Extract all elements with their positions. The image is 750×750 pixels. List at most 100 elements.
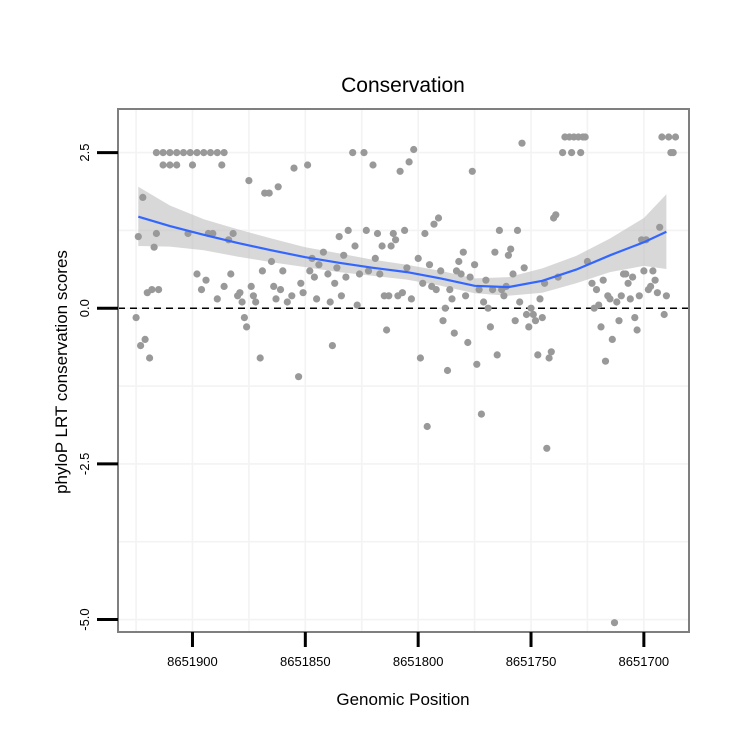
data-point (419, 279, 427, 287)
data-point (662, 292, 671, 300)
data-point (141, 335, 149, 343)
data-point (430, 220, 438, 228)
data-point (457, 270, 465, 278)
data-point (484, 304, 492, 312)
data-point (443, 366, 452, 375)
data-point (245, 177, 253, 185)
data-point (220, 282, 228, 290)
data-point (606, 295, 614, 303)
data-point (295, 373, 303, 381)
data-point (383, 326, 391, 334)
data-point (137, 342, 145, 350)
data-point (313, 295, 321, 303)
data-point (615, 317, 623, 325)
data-point (355, 270, 364, 278)
data-point (238, 298, 246, 306)
data-point (270, 282, 278, 290)
data-point (455, 257, 463, 266)
data-point (340, 251, 348, 259)
smooth-line (137, 215, 667, 289)
data-point (166, 161, 174, 169)
data-point (459, 248, 467, 256)
data-point (252, 298, 260, 306)
data-point (344, 226, 352, 234)
data-point (342, 273, 350, 281)
data-point (547, 348, 555, 356)
data-point (362, 226, 370, 234)
data-point (218, 161, 226, 169)
data-point (543, 444, 551, 452)
data-point (159, 149, 167, 157)
data-point (624, 279, 632, 287)
data-point (146, 354, 154, 362)
y-tick-label: 2.5 (77, 144, 92, 162)
data-point (665, 133, 673, 141)
data-point (658, 133, 666, 141)
data-point (385, 292, 393, 300)
data-point (529, 310, 537, 319)
data-point (617, 292, 625, 300)
data-point (247, 282, 255, 290)
data-point (243, 323, 251, 331)
data-point (276, 286, 285, 294)
data-point (304, 161, 312, 169)
data-point (495, 226, 503, 234)
data-point (152, 229, 160, 238)
x-tick-label: 8651700 (619, 654, 670, 669)
data-point (398, 289, 406, 297)
data-point (152, 149, 160, 157)
data-point (486, 323, 494, 331)
data-point (373, 229, 382, 238)
data-point (653, 289, 662, 297)
data-point (613, 298, 621, 306)
data-point (482, 276, 490, 284)
data-point (392, 236, 400, 244)
data-point (378, 242, 386, 250)
data-point (466, 273, 474, 281)
y-tick-label: -5.0 (77, 608, 92, 630)
data-point (491, 248, 499, 256)
data-point (489, 286, 497, 294)
data-point (310, 273, 318, 281)
data-point (647, 282, 655, 290)
data-point (369, 161, 377, 169)
data-point (279, 267, 287, 275)
data-point (477, 410, 485, 418)
data-point (290, 164, 298, 172)
data-point (193, 149, 201, 157)
data-point (213, 295, 221, 303)
data-point (425, 261, 434, 269)
data-point (319, 248, 327, 256)
data-point (631, 314, 639, 322)
data-point (473, 360, 481, 368)
data-point (552, 211, 560, 219)
data-point (421, 229, 429, 238)
data-point (132, 314, 140, 322)
data-point (581, 133, 589, 141)
data-point (179, 149, 188, 157)
data-point (229, 229, 237, 238)
data-point (622, 270, 630, 278)
data-point (407, 295, 415, 303)
data-point (267, 257, 276, 266)
data-point (337, 292, 345, 300)
data-point (423, 422, 431, 431)
data-point (464, 338, 472, 347)
data-point (633, 326, 641, 334)
data-point (414, 254, 422, 262)
plot-panel (118, 109, 689, 632)
data-point (227, 270, 235, 278)
data-point (272, 295, 280, 303)
data-point (297, 279, 305, 287)
data-point (640, 267, 648, 275)
data-point (315, 261, 323, 269)
data-point (155, 286, 163, 294)
data-point (288, 292, 296, 300)
data-point (139, 193, 147, 201)
data-point (166, 149, 174, 157)
data-point (353, 301, 361, 309)
x-tick-label: 8651750 (506, 654, 557, 669)
data-point (626, 295, 634, 303)
plot-border (117, 108, 690, 633)
y-axis-ticks: 2.5 0.0 -2.5 -5.0 (77, 144, 118, 631)
